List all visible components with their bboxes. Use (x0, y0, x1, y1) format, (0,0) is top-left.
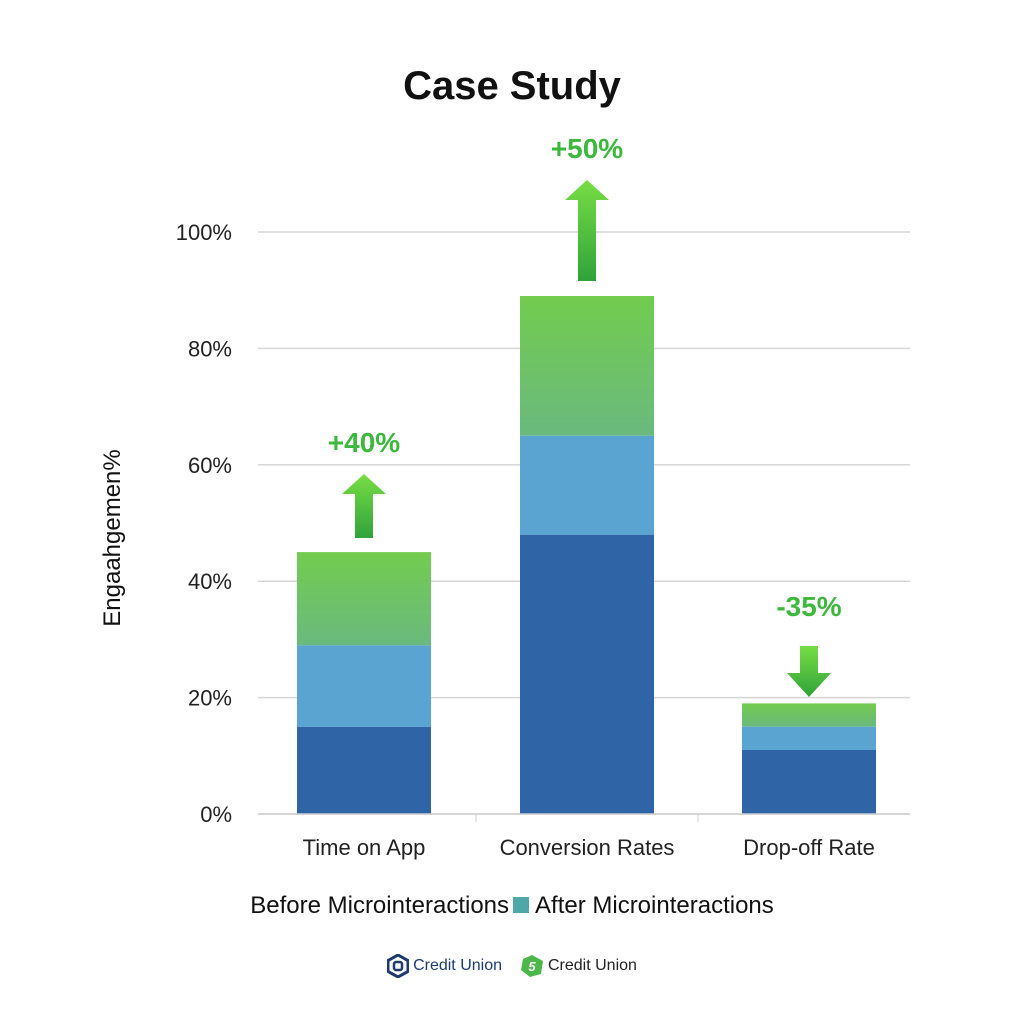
logos: Credit Union 5 Credit Union (0, 954, 1024, 978)
bar-segment (520, 435, 654, 535)
logo-credit-union-2: 5 Credit Union (520, 954, 637, 978)
arrow-up-icon (565, 180, 609, 281)
arrow-down-icon (787, 646, 831, 697)
bar-segment (297, 726, 431, 814)
legend-item-before: Before Microinteractions (250, 892, 510, 919)
y-tick-label: 0% (200, 802, 232, 827)
logo-credit-union-1: Credit Union (387, 954, 502, 978)
svg-text:5: 5 (528, 959, 536, 974)
legend: Before Microinteractions After Microinter… (0, 892, 1024, 920)
bar-segment (297, 552, 431, 646)
y-tick-label: 100% (176, 220, 232, 245)
logo-text: Credit Union (548, 957, 637, 974)
chart-title: Case Study (403, 64, 621, 108)
bar-segment (297, 645, 431, 727)
bar-segment (520, 296, 654, 436)
legend-swatch-after (513, 896, 530, 913)
bar-segment (742, 726, 876, 750)
change-label: +50% (551, 133, 623, 164)
logo-text: Credit Union (413, 957, 502, 974)
leaf-logo-icon: 5 (521, 955, 543, 977)
x-tick-label: Conversion Rates (500, 835, 675, 860)
bar-segment (742, 703, 876, 727)
y-tick-label: 40% (188, 569, 232, 594)
change-label: +40% (328, 427, 400, 458)
x-tick-label: Drop-off Rate (743, 835, 875, 860)
x-tick-label: Time on App (303, 835, 426, 860)
bar-chart: 0% 20% 40% 60% 80% 100% Engaahgemen% Time on Ap… (99, 133, 910, 860)
y-tick-label: 60% (188, 453, 232, 478)
y-tick-label: 20% (188, 686, 232, 711)
y-tick-label: 80% (188, 336, 232, 361)
legend-item-after: After Microinteractions (535, 892, 774, 919)
bar-segment (742, 749, 876, 814)
bar-segment (520, 534, 654, 814)
hexagon-logo-icon (387, 954, 410, 978)
y-axis-label: Engaahgemen% (99, 449, 126, 626)
change-label: -35% (776, 591, 841, 622)
arrow-up-icon (342, 474, 386, 538)
